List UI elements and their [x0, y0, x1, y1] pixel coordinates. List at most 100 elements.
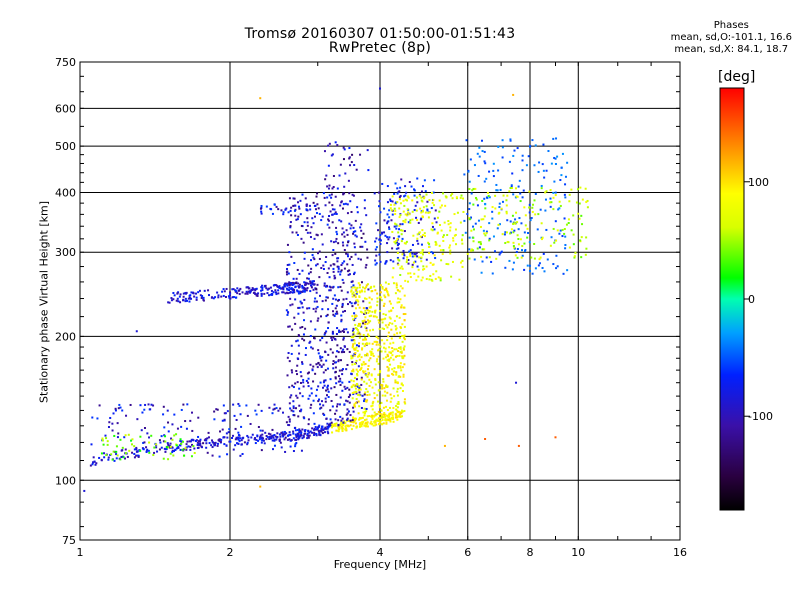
spread-echo-point — [352, 318, 355, 321]
trace-point — [293, 289, 296, 292]
spread-echo-point — [409, 219, 412, 222]
spread-echo-point — [153, 446, 156, 449]
spread-echo-point — [224, 412, 227, 415]
spread-echo-point — [459, 261, 462, 264]
spread-echo-point — [342, 310, 345, 313]
spread-echo-point — [363, 338, 366, 341]
spread-echo-point — [400, 240, 403, 243]
spread-echo-point — [484, 202, 487, 205]
spread-echo-point — [383, 411, 386, 414]
trace-point — [236, 442, 239, 445]
spread-echo-point — [403, 363, 406, 366]
trace-point — [325, 427, 328, 430]
trace-point — [357, 418, 360, 421]
spread-echo-point — [383, 390, 386, 393]
spread-echo-point — [421, 209, 424, 212]
spread-echo-point — [374, 259, 377, 262]
spread-echo-point — [360, 383, 363, 386]
spread-echo-point — [180, 442, 183, 445]
trace-point — [278, 438, 281, 441]
spread-echo-point — [312, 399, 315, 402]
spread-echo-point — [315, 233, 318, 236]
spread-echo-point — [290, 206, 293, 209]
trace-point — [290, 282, 293, 285]
trace-point — [182, 295, 185, 298]
spread-echo-point — [328, 285, 331, 288]
trace-point — [216, 444, 219, 447]
spread-echo-point — [360, 348, 363, 351]
spread-echo-point — [425, 265, 428, 268]
trace-point — [358, 425, 361, 428]
trace-point — [240, 443, 243, 446]
spread-echo-point — [394, 242, 397, 245]
spread-echo-point — [363, 207, 366, 210]
trace-point — [335, 422, 338, 425]
spread-echo-point — [310, 226, 313, 229]
spread-echo-point — [320, 365, 323, 368]
spread-echo-point — [416, 177, 419, 180]
spread-echo-point — [305, 203, 308, 206]
spread-echo-point — [339, 347, 342, 350]
spread-echo-point — [349, 227, 352, 230]
trace-point — [283, 430, 286, 433]
trace-point — [155, 446, 158, 449]
spread-echo-point — [400, 369, 403, 372]
spread-echo-point — [306, 231, 309, 234]
spread-echo-point — [163, 426, 166, 429]
spread-echo-point — [394, 212, 397, 215]
trace-point — [286, 288, 289, 291]
spread-echo-point — [497, 212, 500, 215]
spread-echo-point — [107, 426, 110, 429]
spread-echo-point — [550, 201, 553, 204]
spread-echo-point — [302, 381, 305, 384]
trace-point — [301, 286, 304, 289]
trace-point — [298, 286, 301, 289]
spread-echo-point — [207, 431, 210, 434]
spread-echo-point — [480, 139, 483, 142]
trace-point — [251, 288, 254, 291]
spread-echo-point — [114, 407, 117, 410]
spread-echo-point — [399, 346, 402, 349]
spread-echo-point — [293, 262, 296, 265]
spread-echo-point — [315, 300, 318, 303]
trace-point — [286, 438, 289, 441]
trace-point — [184, 300, 187, 303]
spread-echo-point — [294, 322, 297, 325]
spread-echo-point — [373, 285, 376, 288]
spread-echo-point — [342, 231, 345, 234]
spread-echo-point — [563, 193, 566, 196]
spread-echo-point — [343, 403, 346, 406]
spread-echo-point — [358, 283, 361, 286]
spread-echo-point — [468, 257, 471, 260]
spread-echo-point — [362, 361, 365, 364]
spread-echo-point — [427, 211, 430, 214]
spread-echo-point — [346, 331, 349, 334]
spread-echo-point — [400, 229, 403, 232]
spread-echo-point — [291, 328, 294, 331]
trace-point — [238, 293, 241, 296]
spread-echo-point — [302, 385, 305, 388]
spread-echo-point — [379, 242, 382, 245]
spread-echo-point — [350, 210, 353, 213]
trace-point — [135, 448, 138, 451]
trace-point — [397, 410, 400, 413]
trace-point — [91, 463, 94, 466]
spread-echo-point — [528, 190, 531, 193]
spread-echo-point — [331, 302, 334, 305]
spread-echo-point — [357, 322, 360, 325]
spread-echo-point — [296, 233, 299, 236]
spread-echo-point — [166, 409, 169, 412]
spread-echo-point — [393, 240, 396, 243]
spread-echo-point — [512, 222, 515, 225]
spread-echo-point — [543, 176, 546, 179]
spread-echo-point — [292, 204, 295, 207]
spread-echo-point — [511, 172, 514, 175]
spread-echo-point — [523, 268, 526, 271]
spread-echo-point — [354, 323, 357, 326]
trace-point — [271, 292, 274, 295]
spread-echo-point — [373, 368, 376, 371]
spread-echo-point — [325, 330, 328, 333]
spread-echo-point — [360, 289, 363, 292]
spread-echo-point — [338, 174, 341, 177]
spread-echo-point — [304, 283, 307, 286]
